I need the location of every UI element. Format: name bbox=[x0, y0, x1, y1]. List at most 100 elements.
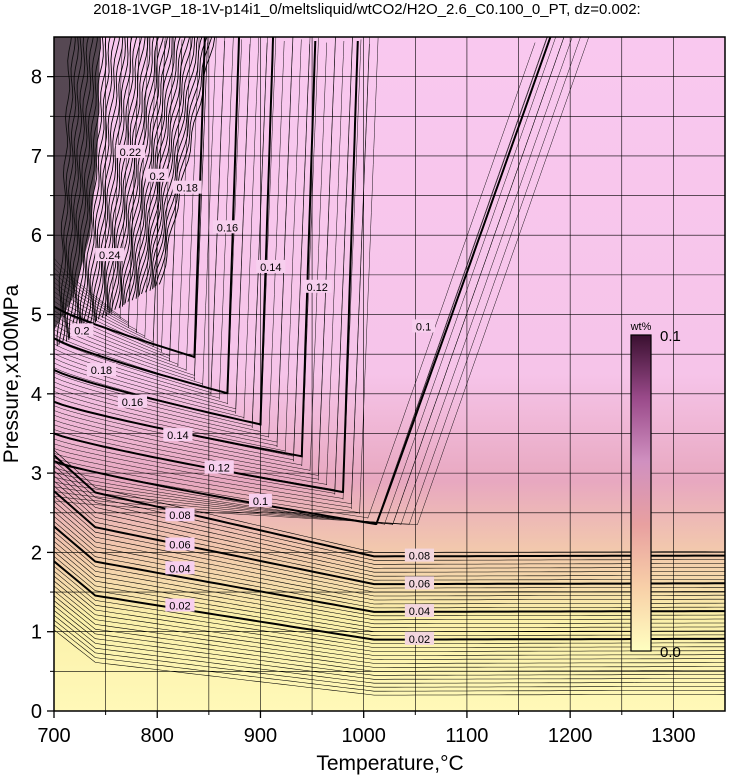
major-contour bbox=[54, 40, 359, 494]
contour-label-bg bbox=[404, 631, 435, 645]
contour-label-text: 0.18 bbox=[91, 365, 112, 377]
minor-contour bbox=[114, 37, 155, 310]
contour-label-text: 0.1 bbox=[253, 496, 268, 508]
minor-contour bbox=[54, 37, 191, 367]
minor-contour bbox=[82, 37, 111, 329]
minor-contour bbox=[127, 37, 173, 302]
minor-contour bbox=[95, 37, 129, 321]
contour-label-text: 0.08 bbox=[169, 510, 190, 522]
minor-contour bbox=[54, 531, 725, 617]
contour-label-text: 0.14 bbox=[260, 262, 281, 274]
contour-label-bg bbox=[165, 508, 195, 522]
contour-label-text: 0.24 bbox=[99, 250, 120, 262]
minor-contour bbox=[138, 37, 190, 296]
contour-label: 0.18 bbox=[172, 180, 202, 195]
x-tick-label: 1300 bbox=[651, 725, 696, 747]
x-tick-label: 1200 bbox=[548, 725, 593, 747]
contour-label-bg bbox=[204, 460, 234, 474]
minor-contour bbox=[54, 610, 725, 680]
minor-contour bbox=[54, 39, 302, 452]
minor-contour bbox=[153, 37, 208, 288]
contour-label: 0.12 bbox=[302, 279, 332, 294]
contour-label-bg bbox=[86, 363, 117, 377]
minor-contour bbox=[54, 40, 225, 390]
x-tick-label: 800 bbox=[141, 725, 174, 747]
plot-area: 0.02 0.04 0.06 0.08 0.02 0.04 0.06 0.08 0.1 0.12 0… bbox=[54, 37, 725, 711]
minor-contour bbox=[118, 37, 159, 309]
contour-label-bg bbox=[404, 576, 435, 590]
minor-contour bbox=[155, 37, 212, 287]
contour-label: 0.06 bbox=[165, 537, 195, 551]
y-tick-label: 0 bbox=[31, 701, 42, 723]
contour-label-text: 0.16 bbox=[122, 397, 143, 409]
contour-label-text: 0.22 bbox=[120, 147, 141, 159]
minor-contour bbox=[54, 39, 362, 500]
contour-label: 0.14 bbox=[256, 259, 286, 274]
contour-label: 0.08 bbox=[404, 548, 435, 563]
colorbar-title: wt% bbox=[630, 321, 652, 333]
plot-frame bbox=[53, 36, 726, 712]
contour-label-bg bbox=[256, 259, 286, 273]
minor-contour bbox=[101, 37, 138, 318]
y-tick-label: 2 bbox=[31, 542, 42, 564]
gridlines bbox=[54, 37, 725, 711]
contour-label-text: 0.02 bbox=[409, 634, 430, 646]
contour-label: 0.12 bbox=[204, 460, 234, 475]
minor-contour bbox=[110, 37, 151, 312]
contour-label-text: 0.06 bbox=[409, 578, 430, 590]
contour-label-bg bbox=[412, 319, 436, 333]
contour-label-text: 0.06 bbox=[169, 539, 190, 551]
minor-contour bbox=[54, 40, 345, 486]
minor-contour bbox=[54, 536, 725, 621]
colorbar: wt% 0.1 0.0 bbox=[630, 321, 681, 661]
minor-contour bbox=[152, 37, 203, 290]
contour-label-text: 0.16 bbox=[217, 222, 238, 234]
minor-contour bbox=[54, 480, 725, 577]
contour-label: 0.2 bbox=[70, 323, 94, 337]
minor-contour bbox=[54, 605, 725, 676]
contour-label: 0.04 bbox=[165, 561, 195, 575]
contour-label-bg bbox=[115, 144, 145, 158]
y-axis-ticks: 0 1 2 3 4 5 6 7 8 bbox=[31, 67, 54, 723]
minor-contour bbox=[54, 580, 725, 656]
x-tick-label: 700 bbox=[37, 725, 70, 747]
colorbar-box bbox=[630, 334, 652, 652]
contour-label-bg bbox=[165, 561, 195, 575]
y-tick-label: 8 bbox=[31, 67, 42, 89]
contour-label-bg bbox=[302, 279, 332, 293]
minor-contour bbox=[54, 37, 294, 443]
contour-label: 0.22 bbox=[115, 144, 145, 159]
contour-label: 0.2 bbox=[145, 168, 169, 183]
minor-contour bbox=[54, 37, 217, 386]
contour-label: 0.1 bbox=[249, 493, 272, 508]
x-tick-label: 900 bbox=[244, 725, 277, 747]
major-contour bbox=[54, 37, 240, 395]
contour-label-bg bbox=[95, 248, 125, 262]
contour-label-text: 0.04 bbox=[169, 563, 190, 575]
minor-contour bbox=[97, 37, 133, 320]
y-axis-label: Pressure,x100MPa bbox=[0, 284, 23, 463]
minor-contour bbox=[54, 585, 725, 660]
minor-contour bbox=[54, 37, 319, 467]
minor-contour bbox=[54, 44, 370, 505]
minor-contour bbox=[54, 624, 725, 692]
contour-label: 0.16 bbox=[117, 394, 148, 409]
contour-label-bg bbox=[163, 428, 193, 442]
contour-label-bg bbox=[249, 493, 272, 507]
major-contour bbox=[54, 37, 275, 426]
y-tick-label: 4 bbox=[31, 384, 42, 406]
colorbar-min-label: 0.0 bbox=[660, 644, 681, 661]
minor-contour bbox=[54, 44, 251, 410]
contour-label-text: 0.2 bbox=[74, 325, 89, 337]
minor-contour bbox=[131, 37, 177, 301]
y-tick-label: 6 bbox=[31, 225, 42, 247]
major-contour bbox=[54, 525, 725, 613]
minor-contour bbox=[85, 37, 116, 328]
minor-contour bbox=[54, 546, 725, 628]
minor-contour bbox=[54, 619, 725, 688]
contour-label-bg bbox=[404, 604, 435, 618]
x-tick-label: 1100 bbox=[445, 725, 488, 747]
chart-title: 2018-1VGP_18-1V-p14i1_0/meltsliquid/wtCO… bbox=[93, 1, 640, 18]
contour-label: 0.24 bbox=[95, 248, 125, 262]
